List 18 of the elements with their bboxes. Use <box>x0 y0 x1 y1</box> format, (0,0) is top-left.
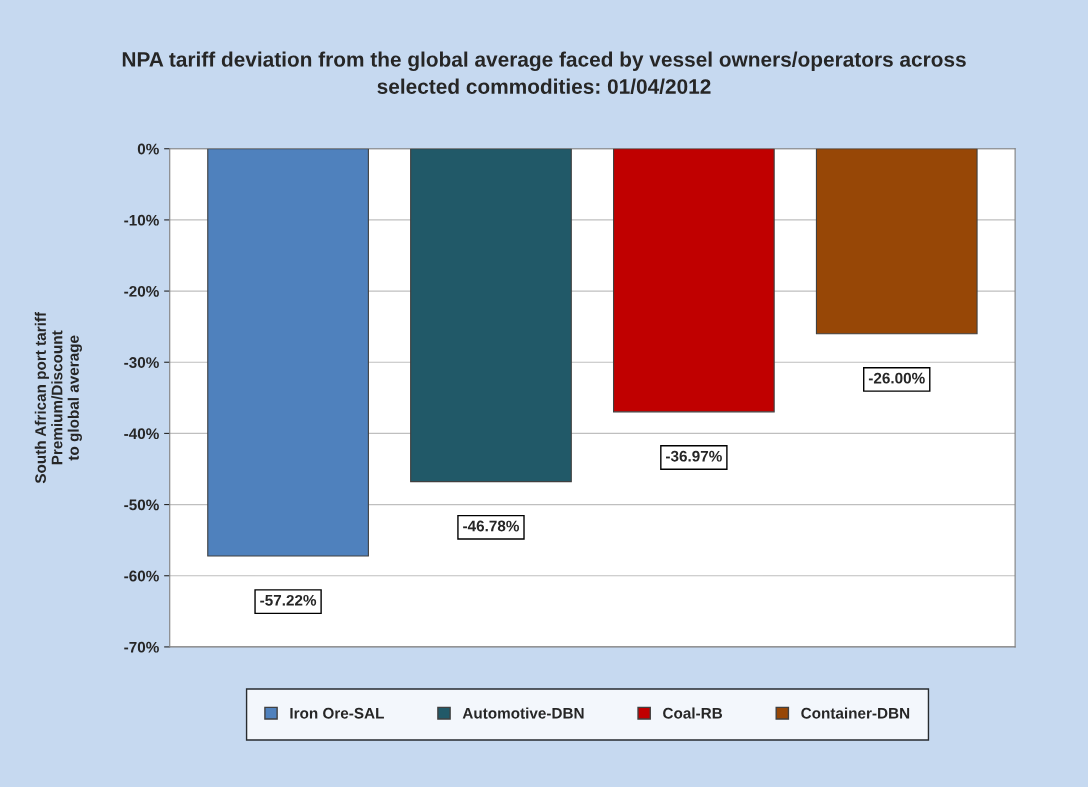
data-label: -57.22% <box>260 594 317 606</box>
y-tick-label: -40% <box>124 428 159 440</box>
y-tick-label: -10% <box>124 214 159 226</box>
legend-label: Container-DBN <box>801 707 910 719</box>
chart-title: NPA tariff deviation from the global average faced by vessel owners/operators across selected commodities: 01/04/2012 <box>122 51 966 95</box>
data-label: -26.00% <box>868 372 925 384</box>
legend-label: Iron Ore-SAL <box>290 707 384 719</box>
y-axis-title: South African port tariff Premium/Discount to global average <box>34 311 82 484</box>
y-tick-label: -50% <box>124 499 159 511</box>
legend-label: Coal-RB <box>663 707 723 719</box>
y-tick-label: -70% <box>124 641 159 653</box>
legend-label: Automotive-DBN <box>462 707 584 719</box>
y-tick-label: -30% <box>124 357 159 368</box>
data-label: -46.78% <box>463 520 520 532</box>
y-tick-label: -20% <box>124 285 159 297</box>
data-label: -36.97% <box>666 450 722 462</box>
y-tick-label: -60% <box>124 570 159 582</box>
y-tick-label: 0% <box>137 143 159 155</box>
